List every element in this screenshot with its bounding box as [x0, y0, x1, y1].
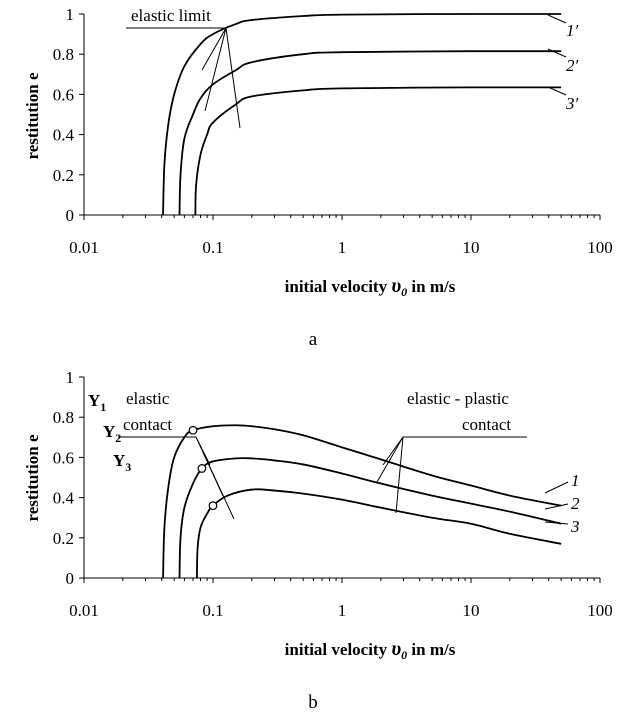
y-tick-label: 0.2 — [53, 166, 74, 185]
annotation-elastic-limit: elastic limit — [131, 6, 211, 25]
x-tick-label: 0.1 — [202, 238, 223, 257]
y-tick-label: 0.6 — [53, 448, 74, 467]
yield-label-3: Y3 — [113, 451, 131, 474]
curve-label-leader-3 — [544, 521, 569, 525]
curve-label-leader-2 — [544, 503, 569, 510]
x-tick-label: 0.01 — [69, 238, 99, 257]
x-tick-label: 1 — [338, 238, 347, 257]
curve-label-2: 2 — [571, 494, 580, 513]
chart-panel-b: 0 0.2 0.4 0.6 0.8 1 0.01 0.1 1 10 100 restitution… — [23, 368, 613, 713]
y-axis-label-a: restitution e — [23, 72, 42, 159]
y-tick-label: 0 — [66, 206, 75, 225]
y-tick-label: 0 — [66, 569, 75, 588]
yield-label-2: Y2 — [103, 422, 121, 445]
x-tick-label: 10 — [463, 238, 480, 257]
chart-panel-a: 0 0.2 0.4 0.6 0.8 1 0.01 0.1 1 10 100 restitution… — [23, 5, 613, 350]
annotation-leader-ep — [376, 436, 527, 514]
annotation-elastic-contact-line2: contact — [123, 415, 172, 434]
x-tick-label: 100 — [587, 238, 613, 257]
y-tick-label: 0.4 — [53, 126, 75, 145]
yield-point-3 — [208, 501, 218, 511]
curve-label-leader-1 — [544, 481, 569, 494]
curve-label-3: 3 — [570, 517, 580, 536]
series-line-a-1 — [162, 13, 562, 216]
yield-point-2 — [197, 464, 207, 473]
y-axis-label-b: restitution e — [23, 434, 42, 521]
y-tick-label: 0.4 — [53, 489, 75, 508]
yield-label-1: Y1 — [88, 391, 106, 414]
x-tick-label: 0.01 — [69, 601, 99, 620]
x-tick-label: 10 — [463, 601, 480, 620]
curve-label-1p: 1′ — [566, 21, 579, 40]
y-tick-label: 0.8 — [53, 408, 74, 427]
y-tick-label: 0.8 — [53, 45, 74, 64]
panel-label-a: a — [309, 329, 318, 350]
curve-label-3p: 3′ — [565, 94, 579, 113]
annotation-elastic-contact-line1: elastic — [126, 389, 170, 408]
series-line-a-2 — [178, 50, 562, 216]
series-line-b-1 — [162, 424, 562, 579]
curve-label-1: 1 — [571, 471, 580, 490]
curve-label-leader-3p — [547, 86, 567, 96]
x-tick-label: 100 — [587, 601, 613, 620]
x-axis-label-a: initial velocity υ0 in m/s — [285, 275, 456, 299]
x-tick-label: 1 — [338, 601, 347, 620]
y-tick-label: 1 — [66, 5, 75, 24]
series-line-b-3 — [195, 488, 562, 579]
annotation-ep-contact-line2: contact — [462, 415, 511, 434]
annotation-leader-elastic — [118, 436, 235, 520]
curve-label-2p: 2′ — [566, 56, 579, 75]
series-line-a-3 — [194, 86, 562, 216]
y-tick-label: 1 — [66, 368, 75, 387]
x-axis-label-b: initial velocity υ0 in m/s — [285, 638, 456, 662]
curve-label-leader-1p — [547, 14, 567, 24]
yield-point-1 — [188, 425, 198, 435]
annotation-leader-a — [126, 27, 241, 129]
y-tick-label: 0.6 — [53, 85, 74, 104]
curve-label-leader-2p — [547, 48, 567, 58]
annotation-ep-contact-line1: elastic - plastic — [407, 389, 509, 408]
panel-label-b: b — [308, 692, 318, 713]
y-tick-label: 0.2 — [53, 529, 74, 548]
series-line-b-2 — [178, 457, 562, 579]
x-tick-label: 0.1 — [202, 601, 223, 620]
